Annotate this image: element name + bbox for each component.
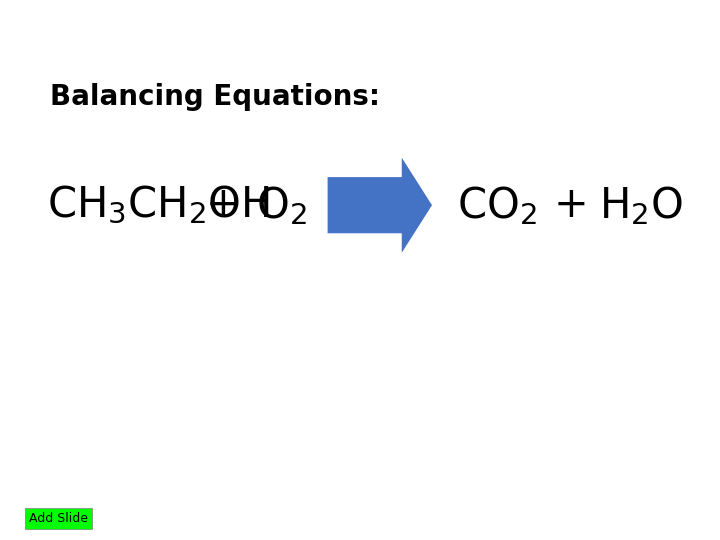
Text: $+$: $+$	[205, 184, 238, 226]
Text: $\mathregular{CH_3CH_2OH}$: $\mathregular{CH_3CH_2OH}$	[47, 184, 270, 226]
Polygon shape	[328, 158, 432, 253]
Text: $\mathregular{H_2O}$: $\mathregular{H_2O}$	[599, 184, 683, 227]
Text: $+$: $+$	[553, 184, 585, 226]
Text: $\mathregular{CO_2}$: $\mathregular{CO_2}$	[457, 184, 537, 227]
Text: Add Slide: Add Slide	[29, 512, 88, 525]
Text: Balancing Equations:: Balancing Equations:	[50, 83, 380, 111]
Text: $\mathregular{O_2}$: $\mathregular{O_2}$	[256, 184, 307, 227]
